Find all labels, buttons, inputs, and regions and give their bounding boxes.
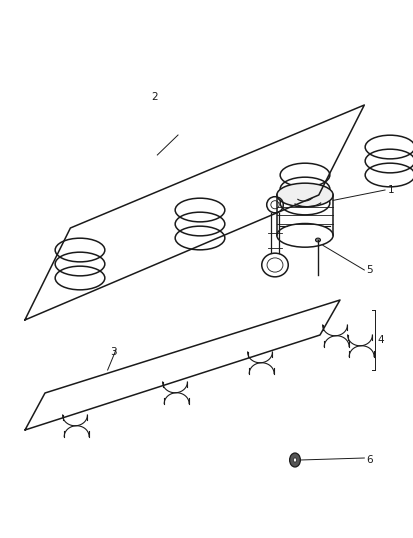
Ellipse shape <box>276 183 332 207</box>
Text: 1: 1 <box>387 185 394 195</box>
Text: 3: 3 <box>109 348 116 357</box>
Text: 5: 5 <box>366 265 372 275</box>
Text: 6: 6 <box>366 455 372 465</box>
Ellipse shape <box>315 238 320 242</box>
Ellipse shape <box>289 453 300 467</box>
Text: 2: 2 <box>151 93 157 102</box>
Text: 4: 4 <box>377 335 383 345</box>
Ellipse shape <box>293 458 296 462</box>
